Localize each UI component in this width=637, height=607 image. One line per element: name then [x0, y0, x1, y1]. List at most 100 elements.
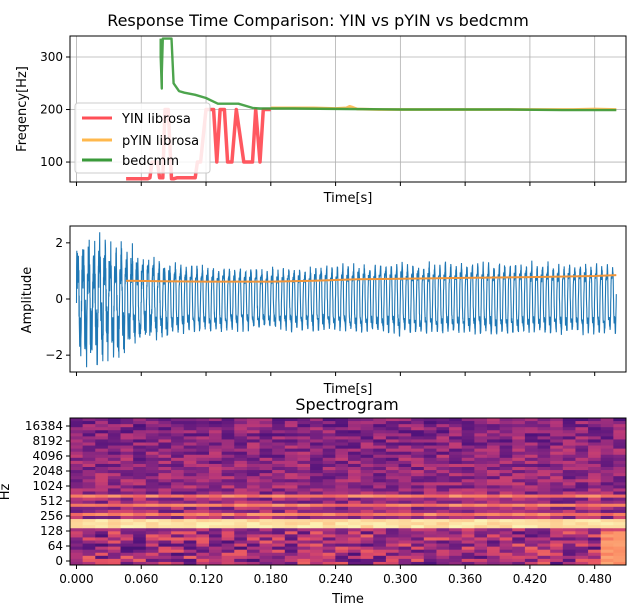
spectrogram-cell	[145, 519, 159, 523]
spectrogram-cell	[550, 436, 564, 440]
spectrogram-cell	[158, 467, 172, 471]
spectrogram-cell	[297, 537, 311, 541]
spectrogram-cell	[575, 552, 589, 557]
spectrogram-cell	[600, 482, 614, 486]
spectrogram-cell	[588, 454, 602, 459]
spectrogram-cell	[82, 470, 96, 474]
spectrogram-cell	[95, 482, 109, 486]
spectrogram-cell	[70, 561, 84, 566]
spectrogram-cell	[133, 427, 147, 431]
spectrogram-cell	[423, 509, 437, 514]
spectrogram-cell	[575, 497, 589, 502]
spectrogram-cell	[398, 522, 412, 526]
spectrogram-cell	[575, 457, 589, 462]
spectrogram-cell	[487, 433, 501, 437]
spectrogram-cell	[562, 500, 576, 505]
spectrogram-cell	[107, 494, 121, 499]
y-tick-label: 512	[40, 494, 63, 508]
spectrogram-cell	[284, 454, 298, 459]
spectrogram-cell	[259, 454, 273, 459]
spectrogram-cell	[588, 497, 602, 502]
spectrogram-cell	[436, 525, 450, 529]
spectrogram-cell	[373, 516, 387, 520]
spectrogram-cell	[183, 485, 197, 489]
spectrogram-cell	[272, 442, 286, 446]
spectrogram-cell	[145, 497, 159, 502]
spectrogram-cell	[499, 488, 513, 492]
spectrogram-cell	[335, 485, 349, 489]
spectrogram-cell	[524, 427, 538, 431]
spectrogram-cell	[360, 427, 374, 431]
spectrogram-cell	[145, 540, 159, 544]
spectrogram-cell	[348, 549, 362, 554]
spectrogram-cell	[246, 552, 260, 557]
spectrogram-cell	[524, 442, 538, 446]
spectrogram-cell	[145, 427, 159, 431]
spectrogram-cell	[474, 537, 488, 541]
spectrogram-cell	[196, 457, 210, 462]
spectrogram-cell	[310, 467, 324, 471]
spectrogram-cell	[423, 430, 437, 434]
spectrogram-cell	[171, 540, 185, 544]
spectrogram-cell	[246, 534, 260, 538]
spectrogram-cell	[297, 418, 311, 422]
spectrogram-cell	[310, 424, 324, 428]
spectrogram-cell	[234, 537, 248, 541]
spectrogram-cell	[461, 543, 475, 548]
spectrogram-cell	[310, 448, 324, 453]
spectrogram-cell	[524, 482, 538, 486]
spectrogram-cell	[562, 540, 576, 544]
spectrogram-cell	[196, 558, 210, 563]
spectrogram-cell	[272, 436, 286, 440]
spectrogram-cell	[449, 531, 463, 535]
spectrogram-cell	[183, 451, 197, 456]
spectrogram-cell	[209, 516, 223, 520]
spectrogram-cell	[524, 454, 538, 459]
spectrogram-cell	[398, 430, 412, 434]
spectrogram-cell	[537, 512, 551, 517]
spectrogram-cell	[398, 491, 412, 495]
spectrogram-cell	[411, 522, 425, 526]
spectrogram-cell	[95, 418, 109, 422]
spectrogram-cell	[209, 479, 223, 483]
spectrogram-cell	[461, 430, 475, 434]
spectrogram-cell	[133, 424, 147, 428]
spectrogram-cell	[461, 460, 475, 465]
spectrogram-cell	[474, 442, 488, 446]
spectrogram-cell	[120, 540, 134, 544]
spectrogram-cell	[158, 503, 172, 508]
spectrogram-cell	[524, 436, 538, 440]
spectrogram-cell	[133, 549, 147, 554]
y-tick-label: 128	[40, 524, 63, 538]
spectrogram-cell	[95, 460, 109, 465]
spectrogram-cell	[461, 522, 475, 526]
spectrogram-cell	[537, 463, 551, 468]
spectrogram-cell	[145, 457, 159, 462]
spectrogram-cell	[575, 543, 589, 548]
spectrogram-cell	[537, 442, 551, 446]
spectrogram-cell	[322, 546, 336, 551]
spectrogram-cell	[133, 552, 147, 557]
spectrogram-cell	[310, 427, 324, 431]
legend-box	[74, 102, 211, 174]
spectrogram-cell	[120, 436, 134, 440]
spectrogram-cell	[398, 470, 412, 474]
spectrogram-cell	[449, 558, 463, 563]
spectrogram-cell	[259, 457, 273, 462]
spectrogram-cell	[234, 433, 248, 437]
spectrogram-cell	[284, 485, 298, 489]
spectrogram-cell	[70, 460, 84, 465]
spectrogram-cell	[474, 512, 488, 517]
spectrogram-cell	[436, 522, 450, 526]
spectrogram-cell	[360, 470, 374, 474]
spectrogram-cell	[613, 421, 627, 425]
spectrogram-cell	[310, 525, 324, 529]
spectrogram-cell	[158, 473, 172, 477]
spectrogram-cell	[436, 558, 450, 563]
spectrogram-cell	[183, 439, 197, 443]
spectrogram-cell	[95, 457, 109, 462]
spectrogram-cell	[259, 546, 273, 551]
spectrogram-cell	[575, 470, 589, 474]
spectrogram-cell	[107, 433, 121, 437]
spectrogram-cell	[259, 485, 273, 489]
